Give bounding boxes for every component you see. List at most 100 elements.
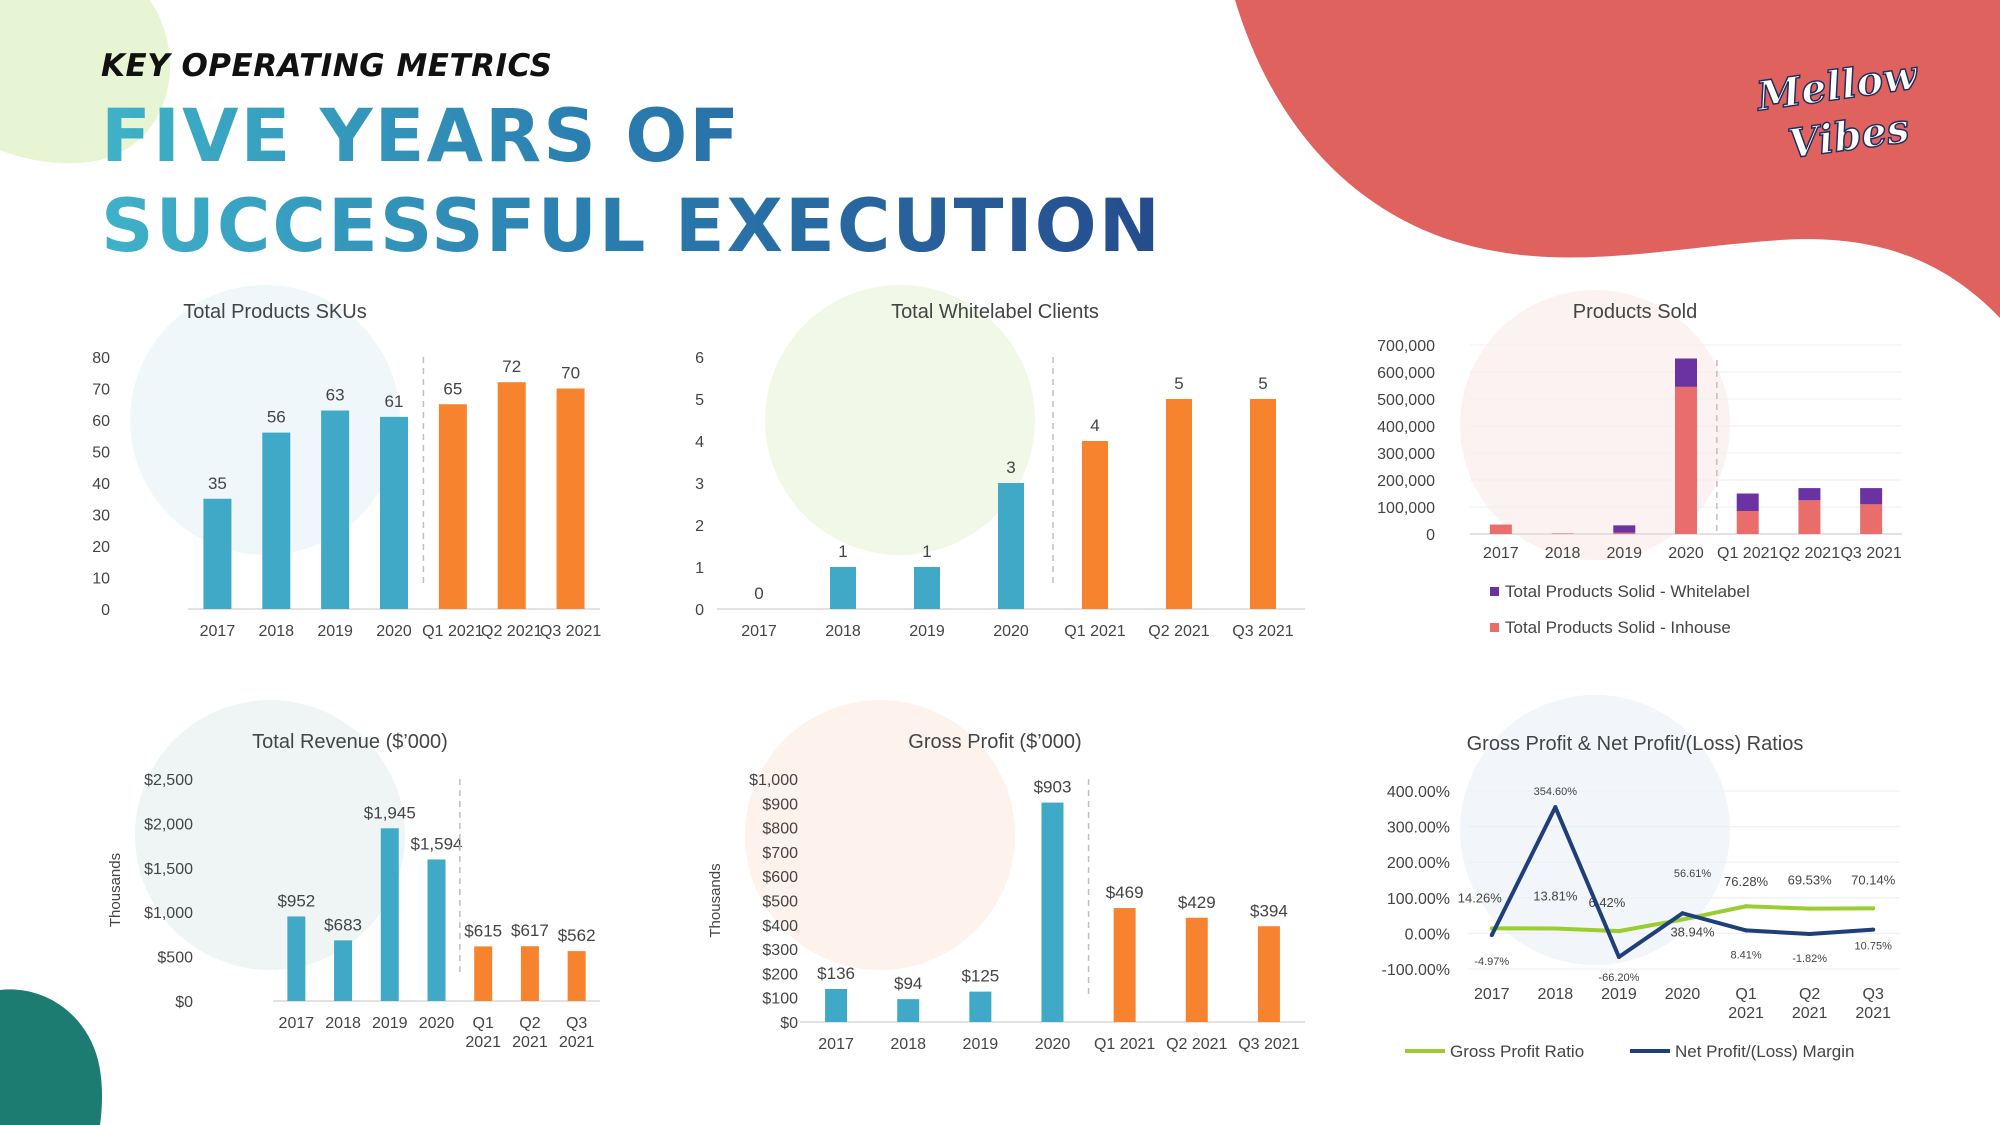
x-tick-label: Q2: [1799, 986, 1820, 1003]
y-tick-label: 60: [92, 413, 110, 430]
data-point: [1553, 926, 1558, 931]
bar-segment: [1798, 500, 1821, 534]
y-tick-label: 30: [92, 508, 110, 525]
legend-label: Total Products Solid - Inhouse: [1505, 618, 1731, 637]
x-tick-label: 2017: [741, 623, 777, 640]
bar: [830, 567, 856, 609]
bar: [334, 940, 353, 1001]
chart-bg-circle: [745, 700, 1015, 970]
x-tick-label: Q3 2021: [1840, 545, 1901, 562]
x-tick-label: 2019: [963, 1036, 999, 1053]
y-tick-label: 50: [92, 445, 110, 462]
y-tick-label: 0: [101, 602, 110, 619]
bar-segment: [1551, 533, 1574, 534]
y-tick-label: $1,500: [144, 861, 193, 878]
x-tick-label: 2021: [1728, 1005, 1764, 1022]
data-point: [1744, 904, 1749, 909]
x-tick-label: 2017: [279, 1015, 315, 1032]
x-tick-label: 2020: [1665, 986, 1701, 1003]
x-tick-label: 2021: [1792, 1005, 1828, 1022]
bar: [1041, 802, 1064, 1022]
chart-total-products-skus: Total Products SKUs 0 10 20 30 40 50 60 70 80 35 56…: [92, 301, 601, 640]
legend-swatch: [1490, 623, 1499, 632]
x-tick-label: Q2 2021: [1166, 1036, 1227, 1053]
bar: [1257, 926, 1280, 1022]
x-tick-label: Q1 2021: [422, 623, 483, 640]
data-label: 13.81%: [1533, 888, 1578, 903]
x-tick-label: 2020: [993, 623, 1029, 640]
y-tick-label: $2,500: [144, 772, 193, 789]
data-label: 354.60%: [1534, 786, 1578, 798]
bar: [556, 388, 585, 609]
data-label: 76.28%: [1724, 874, 1769, 889]
x-tick-label: Q1 2021: [1094, 1036, 1155, 1053]
y-tick-label: $400: [762, 918, 798, 935]
data-point: [1553, 805, 1558, 810]
chart-bg-circle: [1460, 290, 1730, 560]
data-label: 35: [208, 474, 227, 493]
y-tick-label: -100.00%: [1382, 962, 1451, 979]
y-tick-label: 200,000: [1377, 473, 1435, 490]
data-label: $562: [558, 926, 596, 945]
x-tick-label: 2019: [1606, 545, 1642, 562]
x-tick-label: 2019: [1601, 986, 1637, 1003]
x-tick-label: Q1 2021: [1717, 545, 1778, 562]
data-label: 70: [561, 364, 580, 383]
data-label: -66.20%: [1598, 972, 1639, 984]
data-label: 5: [1174, 374, 1183, 393]
data-label: 1: [838, 542, 847, 561]
x-tick-label: 2020: [1035, 1036, 1071, 1053]
chart-total-revenue: Total Revenue ($’000) Thousands $0 $500 $1,0…: [107, 731, 600, 1051]
bar: [380, 828, 399, 1001]
x-tick-label: 2018: [1538, 986, 1574, 1003]
y-tick-label: 5: [695, 392, 704, 409]
x-tick-label: 2017: [1483, 545, 1519, 562]
y-tick-label: 10: [92, 571, 110, 588]
y-tick-label: $0: [780, 1015, 798, 1032]
x-tick-label: 2019: [372, 1015, 408, 1032]
data-label: $469: [1106, 883, 1144, 902]
y-tick-label: 40: [92, 476, 110, 493]
y-tick-label: 400,000: [1377, 419, 1435, 436]
bar: [1113, 908, 1136, 1022]
y-tick-label: 200.00%: [1387, 855, 1450, 872]
bar: [825, 988, 848, 1022]
chart-total-whitelabel-clients: Total Whitelabel Clients 0 1 2 3 4 5 6 0 1 1 3 4 5 5 20…: [695, 301, 1305, 640]
legend-label: Net Profit/(Loss) Margin: [1675, 1042, 1855, 1061]
data-label: $617: [511, 921, 549, 940]
y-tick-label: $500: [762, 894, 798, 911]
y-tick-label: $100: [762, 991, 798, 1008]
data-point: [1680, 917, 1685, 922]
bar: [567, 951, 586, 1001]
y-tick-label: 100,000: [1377, 500, 1435, 517]
y-tick-label: 600,000: [1377, 365, 1435, 382]
data-label: $615: [464, 921, 502, 940]
x-tick-label: Q3: [566, 1015, 587, 1032]
bar-segment: [1860, 488, 1883, 505]
chart-gross-profit: Gross Profit ($’000) Thousands $0 $100 $200 $…: [707, 731, 1305, 1053]
y-tick-label: 0: [695, 602, 704, 619]
y-axis-label: Thousands: [107, 853, 124, 927]
bar: [321, 410, 350, 609]
data-point: [1871, 906, 1876, 911]
data-label: 1: [922, 542, 931, 561]
bar: [474, 946, 493, 1001]
x-tick-label: 2019: [909, 623, 945, 640]
x-tick-label: Q3 2021: [1232, 623, 1293, 640]
y-tick-label: 80: [92, 350, 110, 367]
data-label: 56: [267, 408, 286, 427]
y-tick-label: 500,000: [1377, 392, 1435, 409]
data-point: [1680, 911, 1685, 916]
data-point: [1616, 929, 1621, 934]
teal-blob: [0, 989, 102, 1125]
x-tick-label: 2019: [317, 623, 353, 640]
x-tick-label: 2017: [818, 1036, 854, 1053]
data-label: $1,594: [411, 834, 463, 853]
x-tick-label: Q1 2021: [1064, 623, 1125, 640]
chart-title: Products Sold: [1573, 301, 1698, 323]
chart-title: Total Revenue ($’000): [252, 731, 448, 753]
x-tick-label: 2020: [376, 623, 412, 640]
data-label: -4.97%: [1474, 956, 1509, 968]
chart-bg-circle: [765, 285, 1035, 555]
